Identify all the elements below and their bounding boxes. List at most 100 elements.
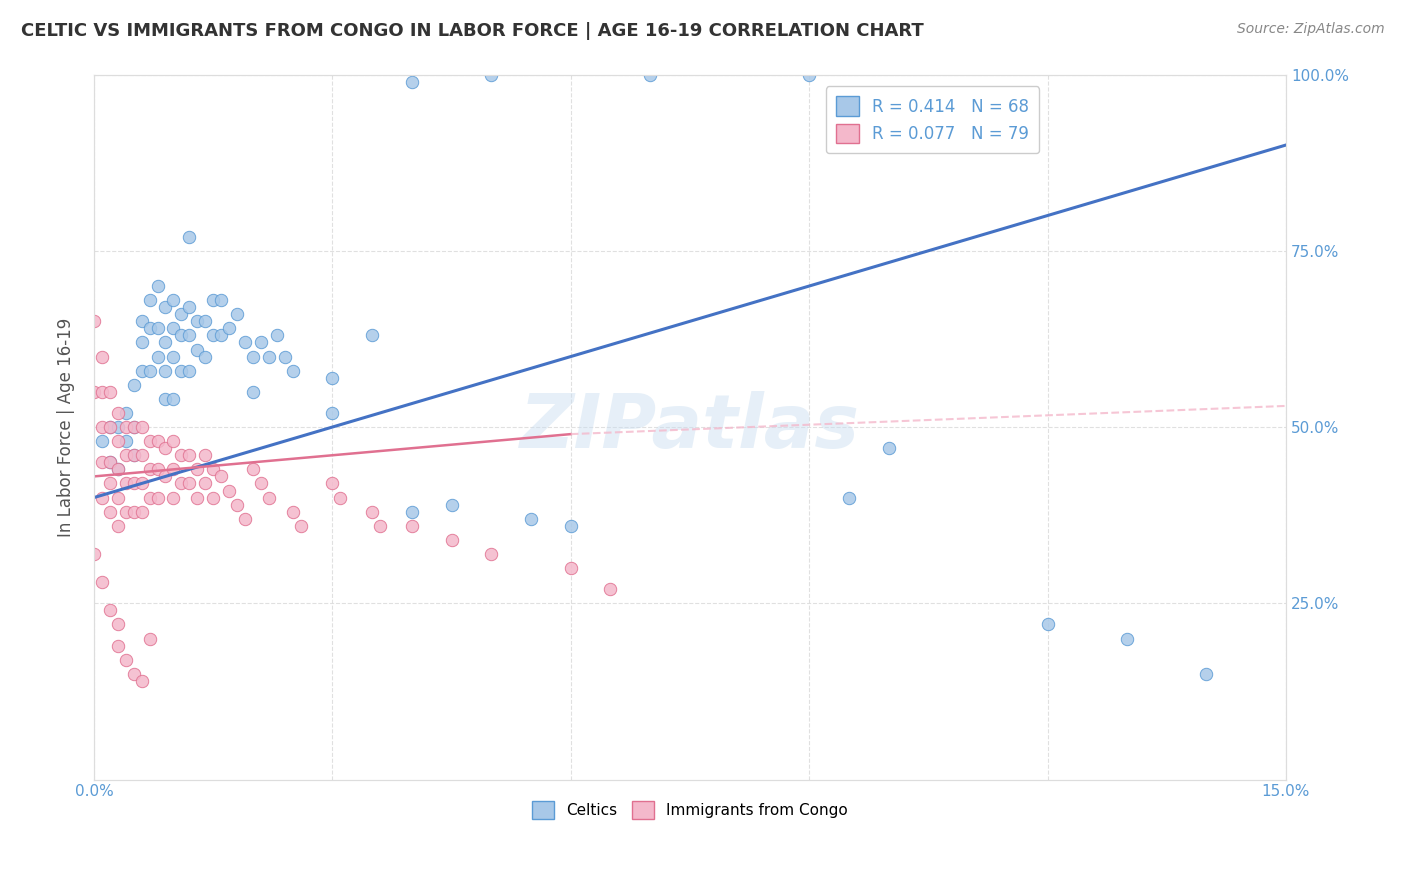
Point: [122, 505, 145, 519]
Point: [797, 68, 820, 82]
Point: [98, 384, 121, 399]
Point: [138, 632, 160, 646]
Point: [138, 293, 160, 307]
Text: CELTIC VS IMMIGRANTS FROM CONGO IN LABOR FORCE | AGE 16-19 CORRELATION CHART: CELTIC VS IMMIGRANTS FROM CONGO IN LABOR…: [21, 22, 924, 40]
Point: [209, 469, 232, 483]
Point: [401, 74, 423, 88]
Point: [98, 455, 121, 469]
Point: [520, 512, 543, 526]
Point: [122, 666, 145, 681]
Point: [162, 491, 184, 505]
Point: [155, 392, 177, 406]
Point: [162, 462, 184, 476]
Point: [170, 364, 193, 378]
Point: [131, 673, 153, 688]
Point: [131, 364, 153, 378]
Point: [479, 547, 502, 561]
Point: [250, 335, 273, 350]
Y-axis label: In Labor Force | Age 16-19: In Labor Force | Age 16-19: [58, 318, 75, 537]
Point: [107, 639, 129, 653]
Point: [122, 476, 145, 491]
Point: [560, 561, 582, 575]
Point: [107, 491, 129, 505]
Point: [179, 448, 201, 462]
Point: [202, 293, 225, 307]
Point: [170, 476, 193, 491]
Point: [155, 364, 177, 378]
Text: ZIPatlas: ZIPatlas: [520, 391, 860, 464]
Point: [179, 476, 201, 491]
Point: [107, 406, 129, 420]
Point: [242, 384, 264, 399]
Point: [122, 420, 145, 434]
Point: [98, 603, 121, 617]
Point: [131, 314, 153, 328]
Point: [162, 350, 184, 364]
Point: [131, 335, 153, 350]
Point: [194, 448, 217, 462]
Point: [202, 462, 225, 476]
Point: [368, 518, 391, 533]
Point: [194, 476, 217, 491]
Point: [218, 321, 240, 335]
Point: [114, 434, 136, 449]
Point: [122, 448, 145, 462]
Point: [233, 335, 256, 350]
Point: [114, 476, 136, 491]
Point: [146, 491, 169, 505]
Point: [226, 498, 249, 512]
Point: [257, 350, 280, 364]
Point: [155, 469, 177, 483]
Point: [90, 350, 112, 364]
Point: [242, 350, 264, 364]
Point: [90, 455, 112, 469]
Legend: Celtics, Immigrants from Congo: Celtics, Immigrants from Congo: [526, 795, 853, 825]
Point: [638, 68, 661, 82]
Point: [1116, 632, 1139, 646]
Point: [186, 314, 208, 328]
Point: [146, 321, 169, 335]
Point: [114, 420, 136, 434]
Point: [162, 434, 184, 449]
Point: [170, 328, 193, 343]
Point: [122, 448, 145, 462]
Point: [1036, 617, 1059, 632]
Point: [1195, 666, 1218, 681]
Point: [321, 370, 343, 384]
Point: [114, 448, 136, 462]
Point: [155, 300, 177, 314]
Point: [179, 300, 201, 314]
Point: [266, 328, 288, 343]
Point: [838, 491, 860, 505]
Point: [179, 328, 201, 343]
Point: [440, 498, 463, 512]
Point: [361, 505, 384, 519]
Point: [226, 307, 249, 321]
Point: [218, 483, 240, 498]
Point: [107, 420, 129, 434]
Point: [131, 420, 153, 434]
Point: [83, 384, 105, 399]
Point: [209, 293, 232, 307]
Point: [329, 491, 352, 505]
Point: [138, 434, 160, 449]
Point: [186, 491, 208, 505]
Point: [131, 476, 153, 491]
Point: [560, 518, 582, 533]
Point: [146, 350, 169, 364]
Point: [281, 505, 304, 519]
Point: [138, 364, 160, 378]
Point: [361, 328, 384, 343]
Point: [170, 448, 193, 462]
Point: [107, 462, 129, 476]
Point: [83, 547, 105, 561]
Point: [209, 328, 232, 343]
Point: [186, 343, 208, 357]
Point: [90, 384, 112, 399]
Point: [599, 582, 621, 597]
Point: [138, 321, 160, 335]
Point: [98, 505, 121, 519]
Point: [114, 505, 136, 519]
Point: [155, 335, 177, 350]
Point: [321, 406, 343, 420]
